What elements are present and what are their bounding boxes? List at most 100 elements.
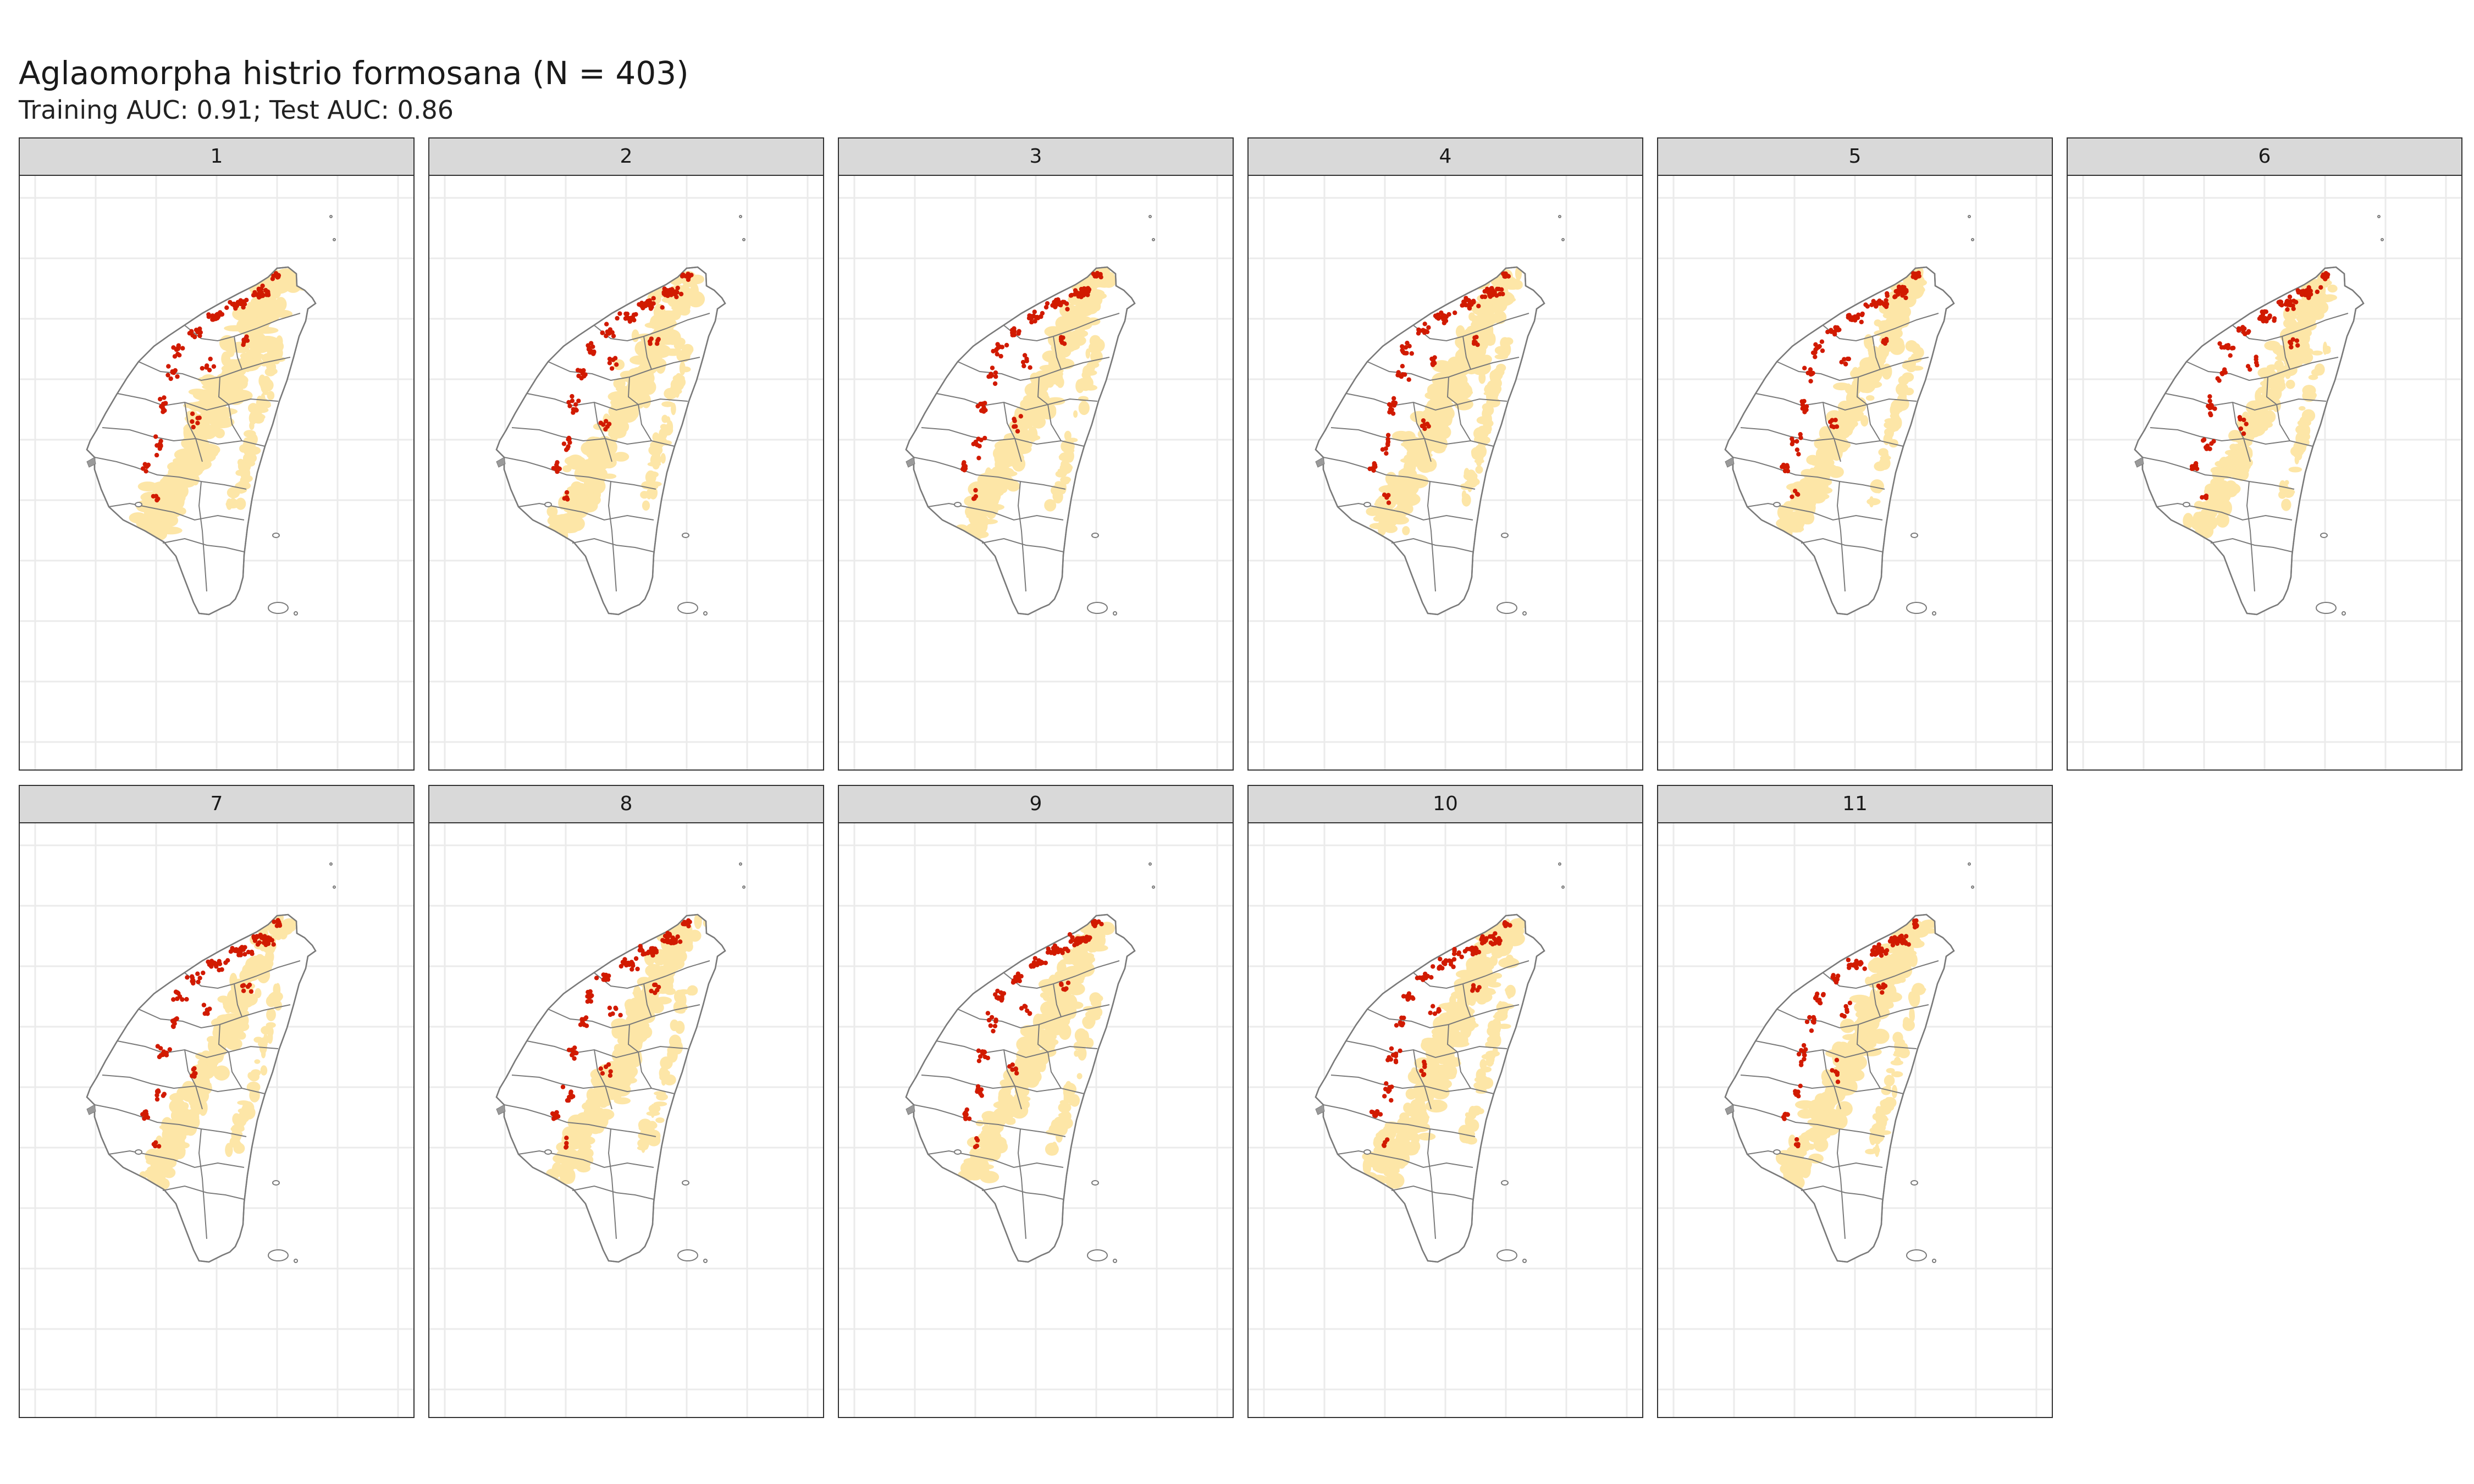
county-boundary [608, 481, 617, 592]
islet [544, 1149, 552, 1155]
habitat-patch [1079, 306, 1096, 312]
habitat-patch [1502, 342, 1511, 357]
habitat-patch [1364, 1175, 1378, 1182]
occurrence-point [256, 295, 262, 300]
habitat-patch [662, 1070, 670, 1077]
habitat-patch [275, 297, 287, 312]
habitat-patch [652, 432, 660, 442]
habitat-patch [1889, 339, 1905, 355]
occurrence-point [682, 921, 687, 926]
habitat-patch [601, 1075, 619, 1087]
habitat-patch [654, 1091, 666, 1096]
county-boundary [1037, 376, 1062, 441]
occurrence-point [1898, 287, 1903, 292]
habitat-patch [204, 426, 213, 434]
islet [1501, 533, 1509, 538]
coastline [86, 913, 317, 1263]
occurrence-point [208, 356, 213, 362]
habitat-patch [1505, 954, 1514, 965]
county-boundary [627, 376, 652, 441]
occurrence-point [572, 1051, 577, 1056]
habitat-patch [1496, 1019, 1501, 1033]
county-boundary [1053, 983, 1062, 1017]
county-boundary [981, 1185, 1064, 1200]
habitat-patch [642, 500, 650, 511]
habitat-patch [1054, 372, 1063, 386]
occurrence-point [1431, 964, 1435, 969]
habitat-patch [1503, 337, 1514, 345]
occurrence-point [190, 411, 195, 416]
occurrence-point [1027, 1011, 1032, 1016]
occurrence-point [164, 1050, 169, 1055]
occurrence-point [1479, 937, 1484, 942]
habitat-patch [2327, 284, 2338, 293]
habitat-patch [1437, 371, 1455, 386]
occurrence-point [2236, 328, 2241, 333]
occurrence-point [995, 352, 999, 357]
habitat-patch [1417, 1132, 1436, 1140]
occurrence-point [1010, 1062, 1015, 1067]
coastline [1315, 266, 1545, 616]
occurrence-point [170, 369, 175, 374]
occurrence-point [1453, 310, 1457, 315]
occurrence-point [263, 287, 268, 293]
habitat-patch [648, 1104, 661, 1113]
habitat-patch [677, 351, 690, 359]
occurrence-point [1423, 329, 1428, 334]
occurrence-point [1790, 494, 1794, 499]
county-boundary [957, 1004, 1110, 1029]
habitat-patch [1430, 390, 1444, 406]
county-boundary [2210, 538, 2293, 552]
county-boundary [1413, 1049, 1432, 1110]
occurrence-point [191, 1067, 196, 1072]
habitat-patch [996, 439, 1015, 451]
islet [682, 1180, 689, 1186]
habitat-patch [1014, 1071, 1035, 1080]
habitat-patch [1053, 490, 1063, 503]
occurrence-point [1385, 441, 1390, 446]
occurrence-point [649, 988, 654, 994]
occurrence-point [174, 1016, 179, 1021]
occurrence-point [180, 346, 185, 351]
occurrence-point [603, 1064, 609, 1070]
occurrence-point [2208, 402, 2213, 408]
habitat-patch [1032, 1022, 1051, 1029]
occurrence-point [2258, 314, 2263, 319]
county-boundary [108, 502, 245, 521]
occurrence-point [1459, 954, 1464, 960]
occurrence-point [1462, 949, 1467, 954]
habitat-patch [2216, 512, 2229, 528]
habitat-patch [1076, 1073, 1083, 1079]
occurrence-point [992, 1023, 998, 1028]
islet [1363, 502, 1371, 507]
occurrence-point [556, 1114, 561, 1119]
habitat-patch [650, 445, 658, 456]
occurrence-point [1808, 367, 1813, 372]
occurrence-point [157, 446, 162, 451]
facet-strip-label: 5 [1657, 137, 2053, 176]
habitat-patch [1069, 1094, 1080, 1107]
county-boundary [957, 357, 1110, 381]
occurrence-point [649, 301, 654, 306]
county-boundary [643, 983, 652, 1017]
map-svg [1249, 176, 1642, 769]
occurrence-point [1470, 945, 1475, 950]
habitat-patch [254, 1059, 261, 1064]
occurrence-point [1507, 923, 1512, 928]
islet [1558, 215, 1561, 218]
occurrence-point [275, 918, 280, 923]
habitat-patch [1828, 439, 1838, 448]
islet [268, 602, 289, 614]
county-boundary [117, 393, 279, 411]
occurrence-point [1425, 973, 1430, 979]
habitat-patch [556, 1150, 568, 1158]
occurrence-point [2288, 341, 2294, 346]
coastal-feature [496, 1104, 506, 1115]
coastline [495, 913, 726, 1263]
occurrence-point [1499, 287, 1504, 292]
occurrence-point [196, 979, 201, 984]
occurrence-point [1805, 370, 1810, 375]
occurrence-point [1072, 943, 1077, 948]
islet [2316, 602, 2337, 614]
occurrence-point [667, 932, 672, 938]
